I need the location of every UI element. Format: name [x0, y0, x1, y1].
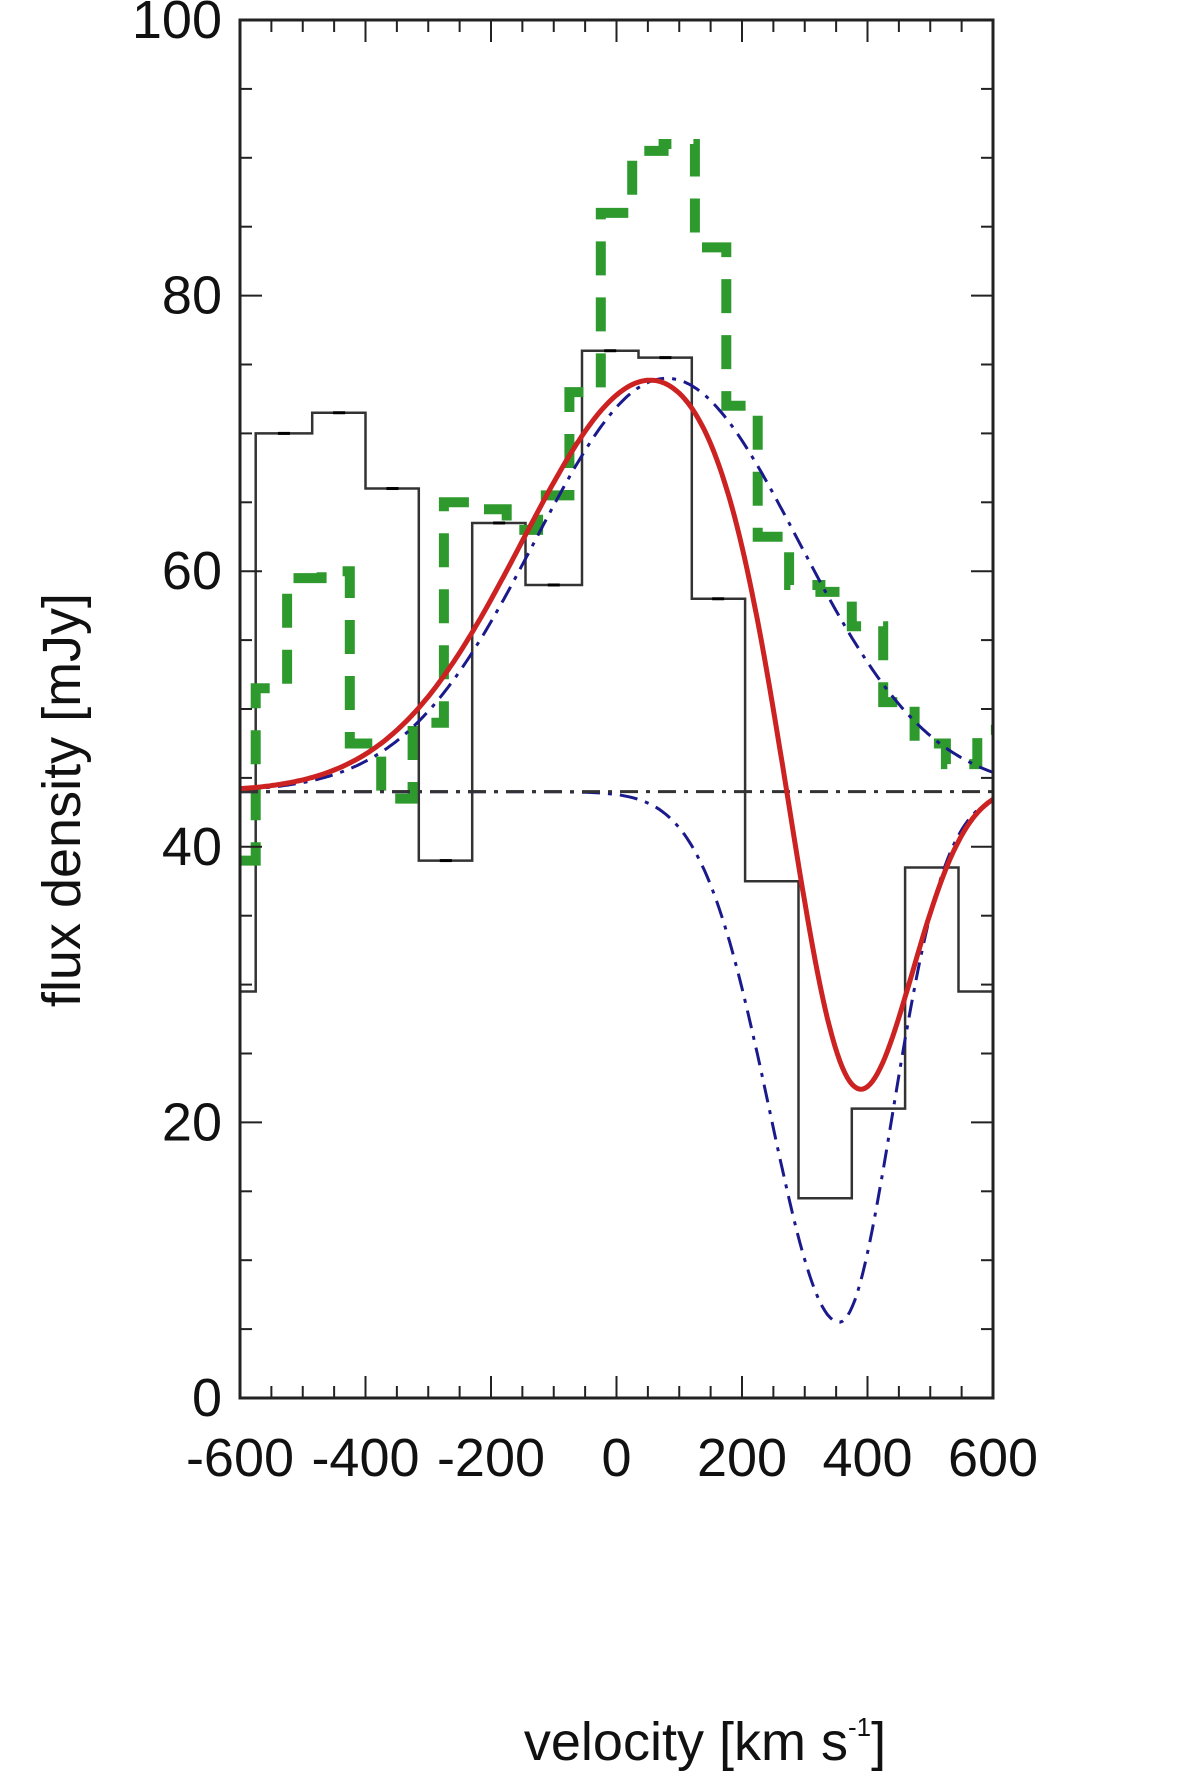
- x-tick-label: 0: [601, 1428, 631, 1488]
- x-tick-label: -200: [437, 1428, 545, 1488]
- x-tick-label: 600: [948, 1428, 1038, 1488]
- gaussian-component-curve: [240, 790, 994, 1324]
- x-tick-label: 200: [697, 1428, 787, 1488]
- y-tick-label: 60: [162, 541, 222, 601]
- gaussian-component-curve: [239, 376, 994, 791]
- y-tick-label: 0: [192, 1368, 222, 1428]
- total-fit-curve: [239, 377, 995, 1092]
- x-tick-label: 400: [822, 1428, 912, 1488]
- series-step-1: [240, 139, 993, 866]
- y-tick-label: 80: [162, 266, 222, 326]
- ticks-layer: -600 -400 -200 0 200 400 600 0 20 40 60 80 100: [132, 0, 1038, 1488]
- y-axis-title: flux density [mJy]: [32, 593, 92, 1007]
- x-axis-title: velocity [km s-1]: [524, 1712, 886, 1772]
- y-tick-label: 20: [162, 1092, 222, 1152]
- y-tick-label: 100: [132, 0, 222, 50]
- y-tick-label: 40: [162, 817, 222, 877]
- x-tick-label: -400: [311, 1428, 419, 1488]
- x-tick-label: -600: [186, 1428, 294, 1488]
- series-layer: [239, 139, 995, 1324]
